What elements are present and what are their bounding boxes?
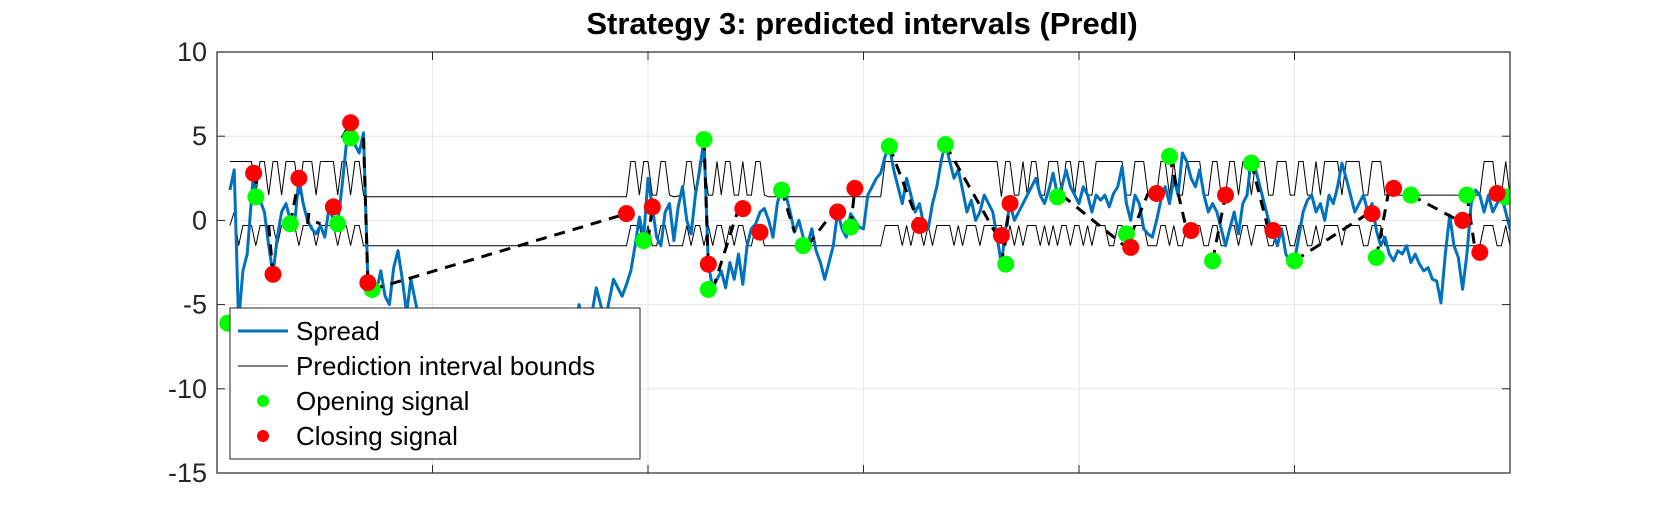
trade-connector-line: [1465, 194, 1477, 253]
opening-signal-marker: [880, 137, 898, 155]
closing-signal-marker: [1385, 179, 1403, 197]
prediction-interval-bound-line: [229, 161, 1510, 198]
opening-signal-marker: [1458, 186, 1476, 204]
closing-signal-marker: [342, 114, 360, 132]
y-tick-label: -15: [168, 458, 207, 488]
legend-label: Prediction interval bounds: [296, 351, 595, 381]
legend-swatch-marker: [257, 430, 269, 442]
closing-signal-marker: [1182, 222, 1200, 240]
closing-signal-marker: [1454, 211, 1472, 229]
opening-signal-marker: [842, 218, 860, 236]
closing-signal-marker: [617, 205, 635, 223]
opening-signal-marker: [1242, 154, 1260, 172]
legend-label: Closing signal: [296, 421, 458, 451]
trade-connector-line: [1536, 192, 1545, 253]
opening-signal-marker: [1117, 225, 1135, 243]
opening-signal-marker: [635, 232, 653, 250]
y-tick-label: -5: [183, 290, 207, 320]
opening-signal-marker: [1527, 244, 1544, 261]
closing-signal-marker: [264, 265, 282, 283]
trade-connector-line: [315, 220, 321, 226]
opening-signal-marker: [281, 215, 299, 233]
closing-signal-marker: [1519, 217, 1536, 234]
y-axis: 10 5 0 -5 -10 -15: [168, 37, 1511, 488]
opening-signal-marker: [1048, 188, 1066, 206]
closing-signal-marker: [359, 274, 377, 292]
trade-connector-line: [1549, 199, 1558, 226]
closing-signal-marker: [1553, 190, 1570, 207]
closing-signal-marker: [290, 169, 308, 187]
opening-signal-marker: [699, 280, 717, 298]
closing-signal-marker: [1264, 222, 1282, 240]
closing-signal-marker: [1488, 184, 1506, 202]
closing-signal-marker: [1148, 184, 1166, 202]
opening-signal-marker: [1161, 147, 1179, 165]
opening-signal-marker: [794, 237, 812, 255]
opening-signal-marker: [997, 255, 1015, 273]
closing-signal-marker: [643, 198, 661, 216]
trade-connector-line: [1168, 156, 1189, 231]
trade-connector-line: [806, 211, 835, 247]
y-tick-label: 0: [192, 205, 207, 235]
closing-signal-marker: [751, 223, 769, 241]
closing-signal-marker: [992, 227, 1010, 245]
trade-connector-line: [702, 139, 710, 265]
opening-signal-marker: [329, 215, 347, 233]
trade-connector-line: [1249, 162, 1271, 231]
trade-connector-line: [944, 143, 999, 237]
opening-signal-marker: [695, 131, 713, 149]
closing-signal-marker: [699, 255, 717, 273]
closing-signal-marker: [911, 216, 929, 234]
opening-signal-marker: [247, 188, 265, 206]
trade-connector-line: [1060, 193, 1128, 249]
prediction-interval-bound-line: [229, 211, 1510, 247]
y-tick-label: 5: [192, 121, 207, 151]
legend-label: Spread: [296, 316, 380, 346]
trade-connector-line: [362, 137, 370, 283]
closing-signal-marker: [1001, 195, 1019, 213]
opening-signal-marker: [1286, 252, 1303, 270]
closing-signal-marker: [846, 179, 864, 197]
trade-connector-line: [999, 203, 1012, 265]
closing-signal-marker: [324, 198, 342, 216]
legend-label: Opening signal: [296, 386, 469, 416]
opening-signal-marker: [1204, 252, 1222, 270]
legend: Spread Prediction interval bounds Opening …: [229, 307, 641, 460]
trade-connector-line: [1410, 193, 1460, 222]
opening-signal-marker: [936, 136, 954, 154]
y-tick-label: -10: [168, 374, 207, 404]
closing-signal-marker: [734, 200, 752, 218]
closing-signal-marker: [829, 203, 847, 221]
trade-connector-line: [371, 212, 627, 291]
chart-title: Strategy 3: predicted intervals (PredI): [586, 6, 1137, 41]
legend-swatch-marker: [257, 395, 269, 407]
closing-signal-marker: [1217, 186, 1235, 204]
y-tick-label: 10: [177, 37, 207, 67]
legend-box: [229, 307, 641, 460]
trade-connector-line: [1129, 192, 1150, 237]
opening-signal-marker: [342, 129, 360, 147]
closing-signal-marker: [1536, 183, 1553, 200]
closing-signal-marker: [245, 164, 263, 182]
trade-connector-line: [306, 206, 312, 224]
opening-signal-marker: [773, 181, 791, 199]
closing-signal-marker: [1471, 243, 1489, 261]
opening-signal-marker: [1540, 217, 1557, 234]
trade-connector-line: [887, 145, 921, 227]
closing-signal-marker: [1122, 238, 1140, 256]
closing-signal-marker: [1363, 205, 1381, 223]
opening-signal-marker: [1367, 248, 1385, 266]
trade-connector-line: [1293, 212, 1369, 263]
trade-connector-line: [1374, 188, 1391, 258]
trade-connector-line: [711, 208, 740, 290]
opening-signal-marker: [1402, 186, 1420, 204]
